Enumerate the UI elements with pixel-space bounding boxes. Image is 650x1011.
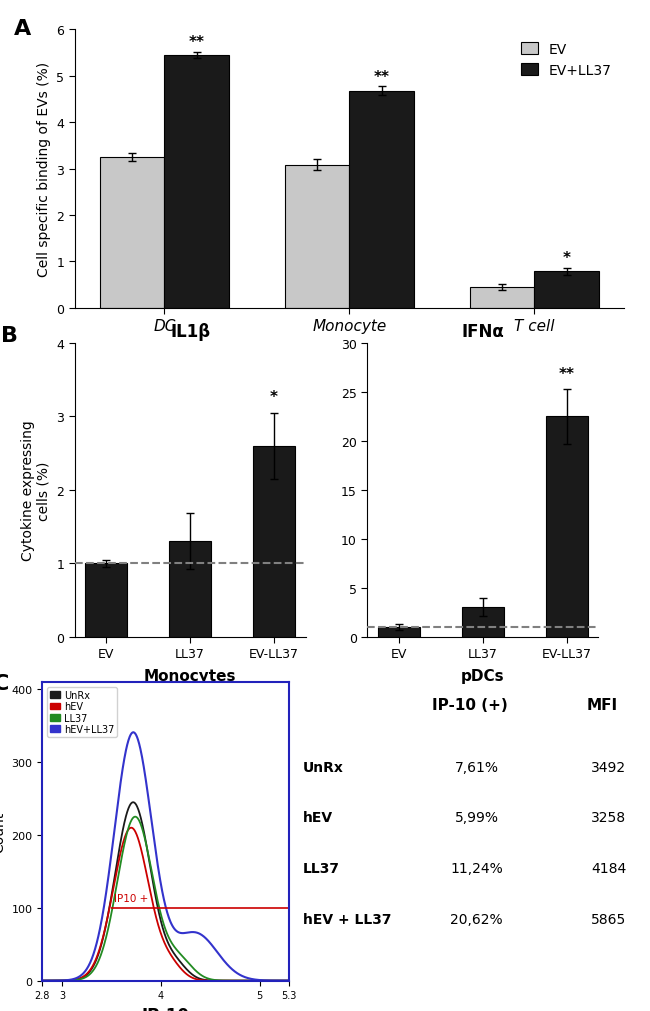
hEV xyxy=(82,969,90,981)
Text: UnRx: UnRx xyxy=(303,760,344,774)
LL37 xyxy=(102,933,110,945)
Text: 11,24%: 11,24% xyxy=(450,861,503,876)
LL37 xyxy=(285,975,293,987)
UnRx xyxy=(102,920,110,932)
UnRx xyxy=(129,797,137,809)
Line: hEV+LL37: hEV+LL37 xyxy=(42,733,289,981)
hEV+LL37 xyxy=(102,890,110,902)
LL37 xyxy=(203,973,211,985)
Text: LL37: LL37 xyxy=(303,861,340,876)
Bar xyxy=(85,564,127,637)
Text: 5,99%: 5,99% xyxy=(454,811,499,825)
UnRx xyxy=(38,975,46,987)
hEV xyxy=(285,975,293,987)
Bar xyxy=(99,158,164,308)
Text: 3258: 3258 xyxy=(591,811,627,825)
Text: 7,61%: 7,61% xyxy=(454,760,499,774)
Text: MFI: MFI xyxy=(586,698,618,713)
hEV+LL37 xyxy=(151,836,159,848)
X-axis label: Monocytes: Monocytes xyxy=(144,668,237,683)
LL37 xyxy=(151,880,159,892)
Bar xyxy=(164,56,229,308)
Text: **: ** xyxy=(188,34,205,50)
Legend: EV, EV+LL37: EV, EV+LL37 xyxy=(515,37,617,83)
Text: **: ** xyxy=(558,367,575,382)
Text: *: * xyxy=(270,389,278,404)
Text: 4184: 4184 xyxy=(591,861,627,876)
Legend: UnRx, hEV, LL37, hEV+LL37: UnRx, hEV, LL37, hEV+LL37 xyxy=(47,687,117,737)
Text: IP10 +: IP10 + xyxy=(114,893,149,903)
hEV xyxy=(38,975,46,987)
Text: C: C xyxy=(0,673,9,694)
hEV+LL37 xyxy=(129,727,137,739)
Text: IP-10 (+): IP-10 (+) xyxy=(432,698,508,713)
UnRx xyxy=(151,885,159,897)
UnRx xyxy=(225,975,233,987)
Bar xyxy=(285,166,350,308)
Bar xyxy=(469,287,534,308)
Text: hEV + LL37: hEV + LL37 xyxy=(303,912,391,926)
Bar xyxy=(253,447,295,637)
hEV xyxy=(127,822,135,834)
hEV+LL37 xyxy=(225,959,233,972)
LL37 xyxy=(38,975,46,987)
hEV xyxy=(151,905,159,917)
Title: IFNα: IFNα xyxy=(462,323,504,341)
Line: UnRx: UnRx xyxy=(42,803,289,981)
Text: *: * xyxy=(563,251,571,266)
hEV xyxy=(185,970,192,982)
hEV xyxy=(102,920,110,932)
Text: 5865: 5865 xyxy=(591,912,627,926)
Y-axis label: Count: Count xyxy=(0,811,6,852)
LL37 xyxy=(131,811,139,823)
UnRx xyxy=(203,975,211,987)
Text: **: ** xyxy=(374,70,390,85)
Y-axis label: Cytokine expressing
cells (%): Cytokine expressing cells (%) xyxy=(21,420,51,561)
Line: LL37: LL37 xyxy=(42,817,289,981)
hEV+LL37 xyxy=(82,964,90,977)
Text: 3492: 3492 xyxy=(591,760,627,774)
UnRx xyxy=(185,964,192,977)
Text: hEV: hEV xyxy=(303,811,333,825)
Bar xyxy=(378,627,420,637)
Text: A: A xyxy=(14,19,32,39)
hEV xyxy=(203,975,211,987)
hEV+LL37 xyxy=(285,975,293,987)
Text: 20,62%: 20,62% xyxy=(450,912,503,926)
LL37 xyxy=(82,971,90,983)
Bar xyxy=(534,272,599,308)
Bar xyxy=(462,608,504,637)
Bar xyxy=(169,542,211,637)
LL37 xyxy=(185,956,192,969)
hEV xyxy=(225,975,233,987)
Y-axis label: Cell specific binding of EVs (%): Cell specific binding of EVs (%) xyxy=(37,62,51,277)
X-axis label: pDCs: pDCs xyxy=(461,668,504,683)
UnRx xyxy=(82,970,90,982)
hEV+LL37 xyxy=(38,975,46,987)
Bar xyxy=(350,92,414,308)
hEV+LL37 xyxy=(203,934,211,946)
Text: B: B xyxy=(1,327,18,346)
hEV+LL37 xyxy=(185,926,192,938)
Title: IL1β: IL1β xyxy=(170,323,210,341)
Bar xyxy=(545,418,588,637)
Line: hEV: hEV xyxy=(42,828,289,981)
LL37 xyxy=(225,975,233,987)
X-axis label: IP-10: IP-10 xyxy=(142,1006,190,1011)
UnRx xyxy=(285,975,293,987)
